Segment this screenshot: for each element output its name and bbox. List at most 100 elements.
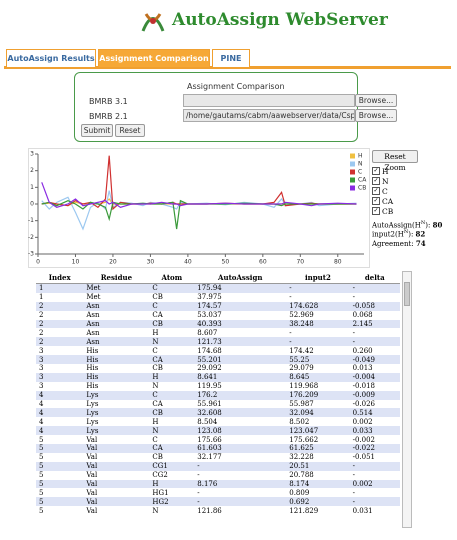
chart-frame: [28, 148, 370, 268]
checkbox[interactable]: ✓: [372, 207, 380, 215]
checkbox[interactable]: ✓: [372, 187, 380, 195]
scrollbar[interactable]: [402, 271, 412, 528]
table-cell: 32.228: [289, 453, 314, 462]
browse-button[interactable]: Browse...: [355, 109, 397, 122]
stats: AutoAssign(HN): 80 input2(HN): 82 Agreemen…: [372, 220, 456, 248]
table-row: 5 Val C 175.66 175.662 -0.002: [36, 435, 400, 444]
table-cell: 4: [36, 408, 84, 418]
toggle-label: H: [382, 167, 389, 176]
table-row: 1 Met C 175.94- -: [36, 283, 400, 293]
legend-swatch: [350, 161, 355, 167]
table-cell: 40.393: [194, 319, 287, 329]
table-cell: Lys: [83, 426, 150, 436]
table-cell: 20.51: [286, 461, 350, 471]
table-cell: 174.628: [286, 301, 350, 311]
column-header[interactable]: Residue: [83, 271, 150, 284]
table-cell: 121.829: [289, 506, 319, 515]
table-cell: H: [152, 328, 159, 337]
table-cell: Met: [83, 283, 150, 293]
table-cell: 8.176: [194, 479, 287, 489]
table-cell: 3: [39, 346, 44, 355]
table-cell: 174.68: [197, 346, 222, 355]
table-row: 5 Val CA 61.603 61.625 -0.022: [36, 444, 400, 453]
series-toggle[interactable]: ✓ CA: [372, 196, 456, 206]
scroll-thumb[interactable]: [404, 282, 410, 306]
table-cell: -0.058: [349, 301, 400, 311]
table-row: 5 Val HG2-0.692-: [36, 497, 400, 507]
submit-button[interactable]: Submit: [81, 124, 113, 137]
file-input[interactable]: [183, 94, 355, 107]
table-cell: 0.260: [352, 346, 373, 355]
table-cell: 121.86: [197, 506, 222, 515]
table-cell: 5: [39, 435, 44, 444]
table-cell: 0.514: [349, 408, 400, 418]
table-cell: H: [149, 372, 195, 382]
reset-button[interactable]: Reset: [115, 124, 145, 137]
table-cell: Val: [86, 435, 98, 444]
legend-label: CA: [358, 177, 367, 184]
browse-button[interactable]: Browse...: [355, 94, 397, 107]
table-row: 3 His H 8.641 8.645 -0.004: [36, 372, 400, 382]
table-cell: 175.662: [289, 435, 319, 444]
table-cell: 2: [36, 319, 84, 329]
column-header[interactable]: input2: [286, 271, 350, 284]
table-cell: -0.004: [349, 372, 400, 382]
table-cell: CB: [152, 453, 163, 462]
table-cell: 0.692: [286, 497, 350, 507]
tab[interactable]: PINE: [212, 49, 250, 67]
table-row: 5 Val HG1 - 0.809 -: [36, 488, 400, 497]
column-header[interactable]: delta: [349, 271, 400, 284]
column-header[interactable]: Atom: [149, 271, 195, 284]
chart-controls: Reset Zoom ✓H✓N✓C✓CA✓CB AutoAssign(HN): …: [372, 150, 456, 248]
table-cell: -0.026: [352, 400, 375, 409]
checkbox[interactable]: ✓: [372, 177, 380, 185]
table-cell: 5: [36, 479, 84, 489]
table-cell: 123.08: [194, 426, 287, 436]
table-row: 4 Lys N 123.08 123.047 0.033: [36, 426, 400, 436]
stat-label: AutoAssign(H: [372, 221, 421, 230]
series-toggle[interactable]: ✓H: [372, 166, 456, 176]
table-cell: 55.987: [289, 400, 314, 409]
table-cell: 32.608: [194, 408, 287, 418]
table-cell: Asn: [86, 311, 100, 320]
table-cell: -: [349, 497, 400, 507]
table-row: 5 Val CB 32.177 32.228 -0.051: [36, 453, 400, 462]
series-toggle[interactable]: ✓ CB: [372, 206, 456, 216]
table-cell: 29.092: [197, 364, 222, 373]
tab[interactable]: Assignment Comparison: [98, 49, 210, 67]
table-cell: 5: [36, 497, 84, 507]
checkbox[interactable]: ✓: [372, 197, 380, 205]
x-tick-label: 80: [334, 259, 342, 266]
file-input[interactable]: /home/gautams/cabm/aawebserver/data/CspA: [183, 109, 355, 122]
table-cell: 20.788: [289, 471, 314, 480]
field-label: BMRB 2.1: [89, 112, 128, 121]
table-cell: 119.95: [197, 382, 222, 391]
reset-zoom-button[interactable]: Reset Zoom: [372, 150, 418, 172]
table-cell: CG2: [152, 471, 168, 480]
tab[interactable]: AutoAssign Results: [6, 49, 96, 67]
table-cell: 176.209: [286, 390, 350, 400]
table-row: 5 Val CG1-20.51-: [36, 461, 400, 471]
table-row: 4 Lys C 176.2 176.209 -0.009: [36, 390, 400, 400]
table-cell: 32.094: [286, 408, 350, 418]
checkbox[interactable]: ✓: [372, 167, 380, 175]
series-toggle[interactable]: ✓ C: [372, 186, 456, 196]
table-cell: 38.248: [286, 319, 350, 329]
stat-sup: N: [420, 220, 426, 226]
table-cell: 55.201: [194, 355, 287, 365]
series-toggle[interactable]: ✓ N: [372, 176, 456, 186]
table-cell: Asn: [83, 301, 150, 311]
y-tick-label: 1: [30, 184, 34, 191]
column-header[interactable]: Index: [36, 271, 84, 284]
column-header[interactable]: AutoAssign: [194, 271, 287, 284]
table-cell: 8.502: [289, 417, 310, 426]
table-cell: Lys: [86, 417, 99, 426]
table-cell: N: [152, 506, 159, 515]
table-cell: CG1: [149, 461, 195, 471]
stat: AutoAssign(HN): 80: [372, 220, 456, 229]
table-cell: -: [352, 328, 355, 337]
stat-value: 82: [415, 229, 426, 239]
logo: [141, 13, 165, 32]
table-cell: 61.603: [194, 444, 287, 453]
table-cell: His: [83, 355, 150, 365]
